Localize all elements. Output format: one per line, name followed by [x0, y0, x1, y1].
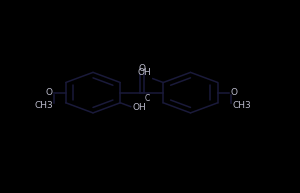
Text: OH: OH — [132, 103, 146, 112]
Text: O: O — [46, 88, 53, 96]
Text: OH: OH — [138, 68, 151, 77]
Text: C: C — [144, 94, 149, 103]
Text: CH3: CH3 — [232, 101, 251, 110]
Text: CH3: CH3 — [34, 101, 53, 110]
Text: O: O — [138, 64, 145, 73]
Text: O: O — [231, 88, 238, 96]
